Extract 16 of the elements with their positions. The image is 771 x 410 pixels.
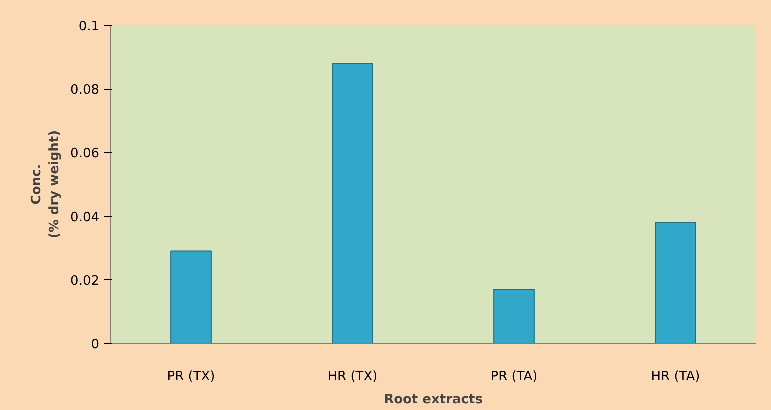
- bar: [170, 250, 212, 344]
- y-tick-label: 0.06: [70, 146, 100, 162]
- x-tick-label: HR (TX): [328, 370, 378, 384]
- bar: [332, 63, 374, 344]
- x-tick-label: HR (TA): [651, 370, 700, 384]
- bar: [655, 222, 696, 344]
- y-tick-label: 0.08: [70, 83, 100, 98]
- y-tick-label: 0: [91, 338, 100, 352]
- x-axis-title: Root extracts: [384, 392, 484, 408]
- y-axis-title: Conc. (% dry weight): [30, 130, 63, 239]
- x-tick-label: PR (TX): [167, 370, 216, 384]
- y-tick-label: 0.02: [70, 274, 100, 289]
- x-tick-label: PR (TA): [490, 370, 538, 384]
- y-tick-label: 0.1: [78, 20, 100, 34]
- y-tick-label: 0.04: [70, 210, 100, 226]
- bar: [494, 288, 535, 344]
